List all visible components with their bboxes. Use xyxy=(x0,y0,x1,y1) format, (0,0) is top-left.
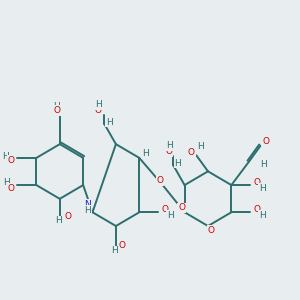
Text: O: O xyxy=(53,106,60,115)
Text: H: H xyxy=(106,118,112,127)
Text: H: H xyxy=(111,246,118,255)
Text: H: H xyxy=(142,149,149,158)
Text: N: N xyxy=(85,200,91,209)
Text: O: O xyxy=(161,205,168,214)
Text: O: O xyxy=(253,205,260,214)
Text: H: H xyxy=(197,142,204,151)
Text: H: H xyxy=(174,159,181,168)
Text: O: O xyxy=(178,203,185,212)
Text: H: H xyxy=(259,211,266,220)
Text: O: O xyxy=(165,147,172,156)
Text: O: O xyxy=(262,137,269,146)
Text: H: H xyxy=(96,100,102,109)
Text: H: H xyxy=(259,184,266,193)
Text: H: H xyxy=(53,102,60,111)
Text: H: H xyxy=(166,141,172,150)
Text: O: O xyxy=(64,212,71,221)
Text: O: O xyxy=(207,226,214,235)
Text: H: H xyxy=(55,216,62,225)
Text: H: H xyxy=(2,152,9,160)
Text: H: H xyxy=(167,211,174,220)
Text: H: H xyxy=(3,178,10,187)
Text: O: O xyxy=(156,176,163,185)
Text: H: H xyxy=(85,206,91,215)
Text: O: O xyxy=(188,148,195,157)
Text: O: O xyxy=(253,178,260,187)
Text: O: O xyxy=(119,241,126,250)
Text: O: O xyxy=(8,156,14,165)
Text: O: O xyxy=(8,184,14,193)
Text: O: O xyxy=(95,106,102,115)
Text: H: H xyxy=(261,160,267,169)
